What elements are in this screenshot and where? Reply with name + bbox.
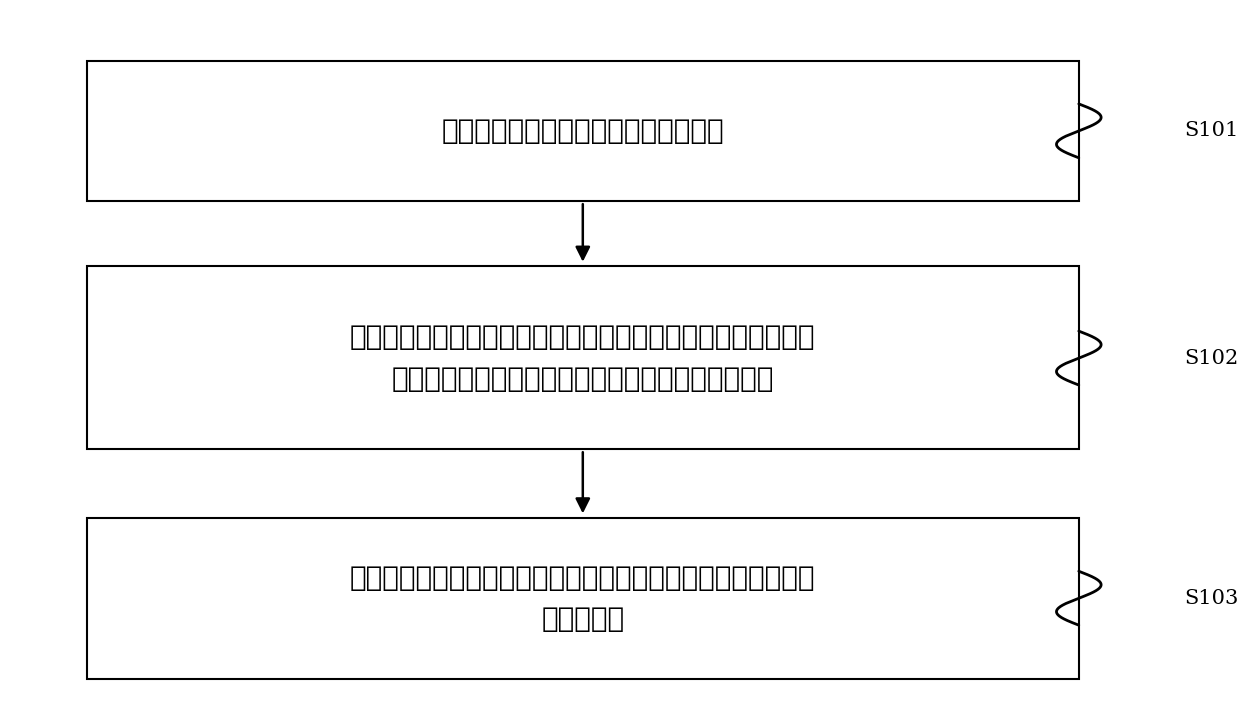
Text: 对流天气随时间和空间范围实时变化的生消演变特征: 对流天气随时间和空间范围实时变化的生消演变特征 [392,365,774,393]
FancyBboxPatch shape [87,266,1079,449]
Text: S103: S103 [1184,589,1239,608]
Text: 根据所述多源观测数据和预先训练过的预报模型，获取反映所述: 根据所述多源观测数据和预先训练过的预报模型，获取反映所述 [350,323,816,351]
Text: 获取预处理的对流天气的多源观测数据: 获取预处理的对流天气的多源观测数据 [441,117,724,145]
Text: S101: S101 [1184,122,1239,140]
Text: 根据所述生消演变特征和所述预报模型，获取所述对流天气的临: 根据所述生消演变特征和所述预报模型，获取所述对流天气的临 [350,564,816,592]
Text: S102: S102 [1184,349,1239,367]
Text: 近预报结果: 近预报结果 [541,605,625,633]
FancyBboxPatch shape [87,518,1079,679]
FancyBboxPatch shape [87,61,1079,201]
